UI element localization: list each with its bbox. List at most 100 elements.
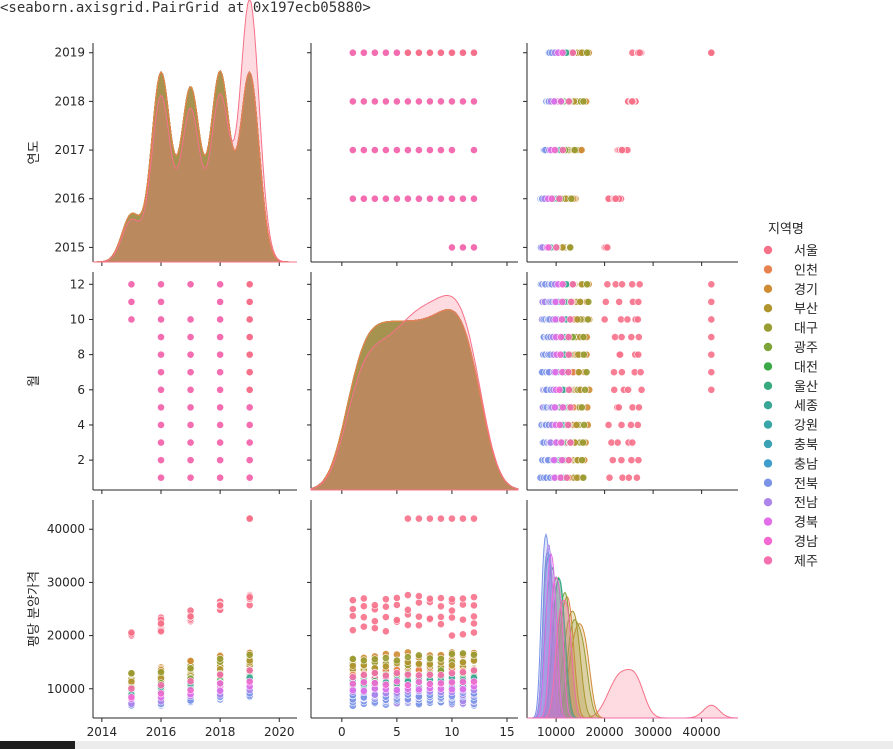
scatter-point (636, 368, 645, 377)
scatter-point (245, 350, 254, 359)
scatter-point (426, 48, 434, 57)
scatter-point (381, 194, 390, 203)
scatter-point (566, 403, 575, 412)
scatter-point (157, 280, 165, 289)
x-tick-label: 2016 (146, 725, 177, 739)
scatter-point (624, 385, 633, 394)
y-tick-label: 2017 (54, 143, 85, 157)
scatter-point (581, 385, 589, 394)
scatter-point (127, 693, 136, 702)
scatter-point (707, 350, 716, 359)
scatter-point (437, 194, 445, 203)
scatter-point (634, 333, 643, 341)
panel-0-1 (310, 43, 518, 263)
scatter-point (572, 421, 581, 429)
scatter-point (550, 456, 559, 465)
scatter-point (610, 368, 618, 377)
scatter-point (186, 280, 195, 289)
scatter-point (426, 194, 434, 203)
scatter-point (558, 456, 566, 465)
scatter-point (216, 280, 225, 289)
x-tick-label: 2020 (264, 725, 295, 739)
scatter-point (359, 146, 368, 154)
scatter-point (564, 421, 572, 429)
scatter-point (565, 385, 573, 394)
scatter-point (127, 297, 136, 306)
scatter-point (566, 243, 575, 252)
scatter-point (381, 613, 390, 621)
scatter-point (628, 280, 637, 289)
scatter-point (575, 368, 583, 377)
scatter-point (157, 421, 165, 429)
scatter-point (381, 97, 390, 106)
scatter-point (157, 385, 165, 394)
scatter-point (568, 48, 577, 57)
scatter-point (157, 315, 165, 324)
scatter-point (618, 146, 626, 154)
scatter-point (470, 619, 478, 628)
scatter-point (370, 97, 379, 106)
scatter-point (448, 48, 456, 57)
scatter-point (601, 297, 610, 306)
scatter-point (459, 48, 467, 57)
scatter-point (628, 438, 637, 447)
scatter-point (186, 403, 195, 412)
scatter-point (582, 368, 591, 377)
x-tick-label: 2018 (205, 725, 236, 739)
scatter-point (557, 333, 565, 341)
scatter-point (216, 385, 225, 394)
scatter-point (633, 473, 641, 482)
scatter-point (245, 666, 254, 675)
scatter-point (426, 146, 434, 154)
scatter-point (245, 473, 254, 482)
scatter-point (186, 385, 195, 394)
y-tick-label: 8 (77, 348, 85, 362)
scatter-point (186, 612, 195, 621)
scatter-point (359, 194, 368, 203)
x-tick-label: 10000 (537, 725, 575, 739)
scatter-point (634, 350, 643, 359)
scatter-point (618, 280, 626, 289)
scatter-point (568, 280, 577, 289)
scatter-point (550, 146, 559, 154)
scatter-point (186, 333, 195, 341)
panel-1-0 (92, 272, 297, 491)
scatter-point (370, 617, 379, 626)
scatter-point (555, 194, 564, 203)
scatter-point (707, 385, 716, 394)
scatter-point (381, 146, 390, 154)
scatter-point (564, 456, 573, 465)
y-tick-label: 6 (77, 383, 85, 397)
scatter-point (392, 97, 401, 106)
scatter-point (600, 315, 609, 324)
scatter-point (216, 654, 225, 663)
scatter-point (634, 297, 643, 306)
scatter-point (583, 315, 592, 324)
scatter-point (579, 350, 588, 359)
scatter-point (557, 438, 566, 447)
scatter-point (186, 456, 195, 465)
scatter-point (611, 194, 620, 203)
x-tick-label: 10 (444, 725, 459, 739)
scatter-point (551, 297, 560, 306)
scatter-point (635, 280, 644, 289)
scatter-point (577, 146, 586, 154)
scatter-point (415, 612, 423, 621)
scatter-point (448, 613, 456, 622)
scatter-point (157, 403, 165, 412)
scatter-point (157, 456, 165, 465)
x-tick-label: 0 (338, 725, 346, 739)
scatter-point (603, 280, 612, 289)
scatter-point (245, 438, 254, 447)
scatter-point (556, 350, 565, 359)
scatter-point (381, 602, 390, 611)
scatter-point (415, 621, 423, 630)
scatter-point (459, 194, 467, 203)
x-tick-label: 20000 (586, 725, 624, 739)
scatter-point (392, 146, 401, 154)
output-repr-text: <seaborn.axisgrid.PairGrid at 0x197ecb05… (0, 0, 371, 16)
scatter-point (127, 684, 136, 693)
scatter-point (551, 368, 560, 377)
scatter-point (564, 368, 573, 377)
scatter-point (552, 243, 561, 252)
